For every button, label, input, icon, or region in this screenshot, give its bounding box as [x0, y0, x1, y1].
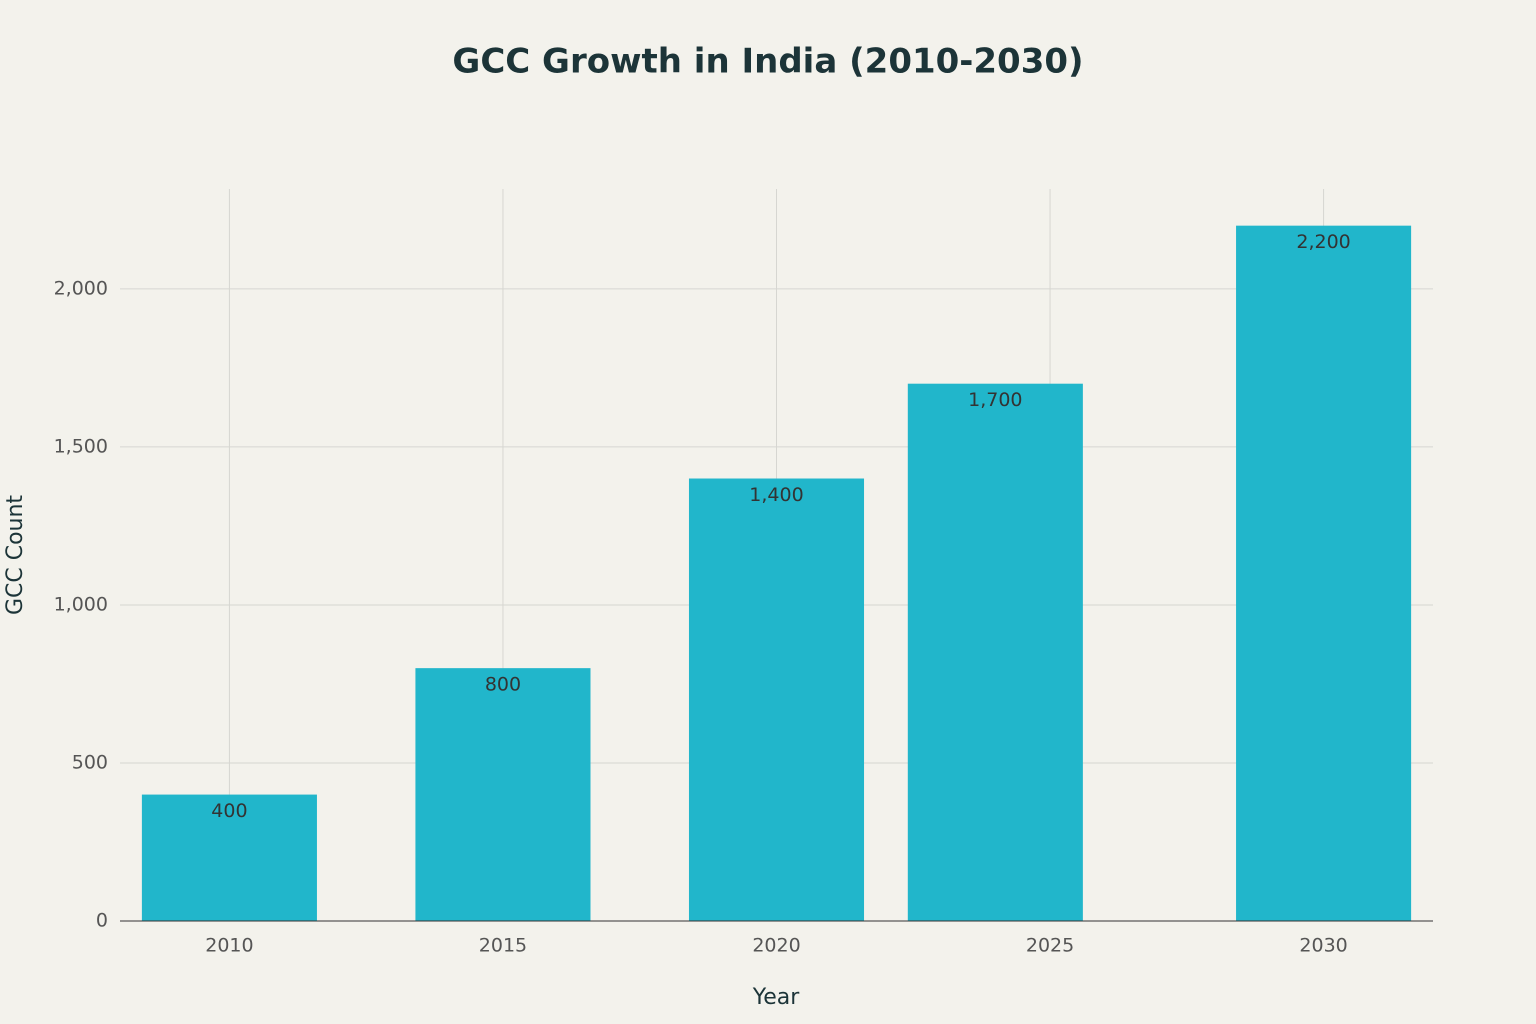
y-tick-label: 1,500 — [54, 435, 108, 457]
x-tick-label: 2020 — [752, 935, 800, 957]
y-tick-label: 1,000 — [54, 593, 108, 615]
y-tick-label: 2,000 — [54, 277, 108, 299]
x-tick-label: 2030 — [1299, 935, 1347, 957]
bar — [141, 794, 317, 921]
bar — [1236, 225, 1412, 921]
x-tick-label: 2010 — [205, 935, 253, 957]
bar — [688, 478, 865, 921]
data-label: 800 — [485, 674, 521, 696]
x-tick-label: 2015 — [479, 935, 527, 957]
data-label: 2,200 — [1296, 231, 1350, 253]
bar — [415, 668, 591, 921]
x-axis-title: Year — [752, 985, 801, 1010]
data-label: 1,700 — [968, 389, 1022, 411]
y-axis-title: GCC Count — [3, 495, 28, 615]
x-tick-label: 2025 — [1026, 935, 1074, 957]
chart-title: GCC Growth in India (2010-2030) — [452, 42, 1083, 82]
data-label: 400 — [211, 800, 247, 822]
data-label: 1,400 — [749, 484, 803, 506]
y-tick-label: 500 — [72, 751, 108, 773]
bar — [907, 383, 1083, 921]
y-tick-label: 0 — [96, 910, 108, 932]
